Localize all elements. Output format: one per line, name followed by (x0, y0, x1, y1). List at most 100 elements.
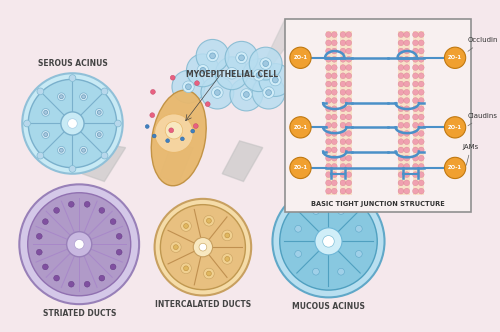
Circle shape (326, 130, 332, 136)
Circle shape (326, 32, 332, 38)
Circle shape (332, 65, 337, 70)
Circle shape (346, 65, 352, 70)
Circle shape (340, 40, 346, 46)
Circle shape (207, 50, 218, 62)
Circle shape (398, 139, 404, 145)
Circle shape (346, 40, 352, 46)
Text: ZO-1: ZO-1 (448, 55, 462, 60)
Circle shape (61, 112, 84, 135)
Ellipse shape (152, 90, 206, 186)
Circle shape (206, 271, 212, 276)
Circle shape (206, 218, 212, 223)
Circle shape (326, 122, 332, 128)
Circle shape (194, 124, 198, 128)
Circle shape (214, 90, 220, 96)
Circle shape (340, 163, 346, 169)
Circle shape (418, 32, 424, 38)
Circle shape (174, 245, 178, 250)
Circle shape (418, 81, 424, 87)
Circle shape (180, 137, 184, 141)
Text: MUCOUS ACINUS: MUCOUS ACINUS (292, 302, 365, 311)
Circle shape (412, 73, 418, 79)
Circle shape (295, 225, 302, 232)
Text: MYOEPITHELIAL CELL: MYOEPITHELIAL CELL (186, 70, 278, 79)
Circle shape (322, 236, 334, 247)
Circle shape (332, 40, 337, 46)
Circle shape (398, 106, 404, 112)
Circle shape (418, 180, 424, 186)
Circle shape (346, 81, 352, 87)
Circle shape (346, 155, 352, 161)
Circle shape (404, 89, 409, 95)
Circle shape (346, 56, 352, 62)
Circle shape (398, 73, 404, 79)
Circle shape (340, 188, 346, 194)
Circle shape (340, 65, 346, 70)
Circle shape (412, 98, 418, 103)
Circle shape (412, 32, 418, 38)
Circle shape (444, 157, 466, 179)
Circle shape (252, 76, 285, 109)
Circle shape (80, 146, 88, 154)
Circle shape (404, 130, 409, 136)
Circle shape (332, 81, 337, 87)
Circle shape (346, 122, 352, 128)
Circle shape (346, 139, 352, 145)
Circle shape (418, 89, 424, 95)
Circle shape (398, 147, 404, 153)
Circle shape (338, 208, 344, 214)
Circle shape (332, 98, 337, 103)
Circle shape (54, 208, 60, 213)
Circle shape (114, 120, 121, 127)
Circle shape (398, 130, 404, 136)
Circle shape (199, 243, 207, 251)
Text: ZO-1: ZO-1 (294, 55, 308, 60)
Circle shape (101, 88, 108, 95)
Circle shape (42, 109, 50, 116)
Circle shape (37, 88, 44, 95)
Circle shape (340, 98, 346, 103)
Circle shape (418, 114, 424, 120)
Circle shape (404, 114, 409, 120)
Circle shape (326, 106, 332, 112)
Circle shape (412, 163, 418, 169)
Circle shape (272, 185, 384, 297)
Circle shape (356, 225, 362, 232)
Circle shape (68, 119, 78, 128)
Circle shape (398, 114, 404, 120)
Bar (285, 19, 470, 212)
Circle shape (412, 40, 418, 46)
Text: ZO-1: ZO-1 (448, 165, 462, 170)
Circle shape (96, 109, 103, 116)
Circle shape (412, 56, 418, 62)
Circle shape (263, 87, 274, 98)
Circle shape (226, 67, 237, 79)
Circle shape (340, 155, 346, 161)
Circle shape (263, 61, 268, 66)
Circle shape (346, 188, 352, 194)
Circle shape (240, 89, 252, 100)
Circle shape (340, 106, 346, 112)
Circle shape (346, 163, 352, 169)
Bar (412, 31, 424, 195)
Text: BASIC TIGHT JUNCTION STRUCTURE: BASIC TIGHT JUNCTION STRUCTURE (311, 201, 444, 207)
Circle shape (250, 47, 282, 80)
Circle shape (101, 152, 108, 159)
Circle shape (186, 84, 192, 90)
Bar (398, 31, 409, 195)
Circle shape (326, 180, 332, 186)
Circle shape (332, 114, 337, 120)
Circle shape (404, 56, 409, 62)
Circle shape (398, 163, 404, 169)
Circle shape (210, 53, 216, 59)
Circle shape (412, 122, 418, 128)
Circle shape (418, 56, 424, 62)
Circle shape (259, 64, 292, 96)
Circle shape (280, 193, 377, 290)
Circle shape (418, 163, 424, 169)
Circle shape (222, 230, 232, 241)
Circle shape (398, 56, 404, 62)
Circle shape (170, 75, 175, 80)
Text: ZO-1: ZO-1 (294, 125, 308, 130)
Circle shape (272, 77, 278, 83)
